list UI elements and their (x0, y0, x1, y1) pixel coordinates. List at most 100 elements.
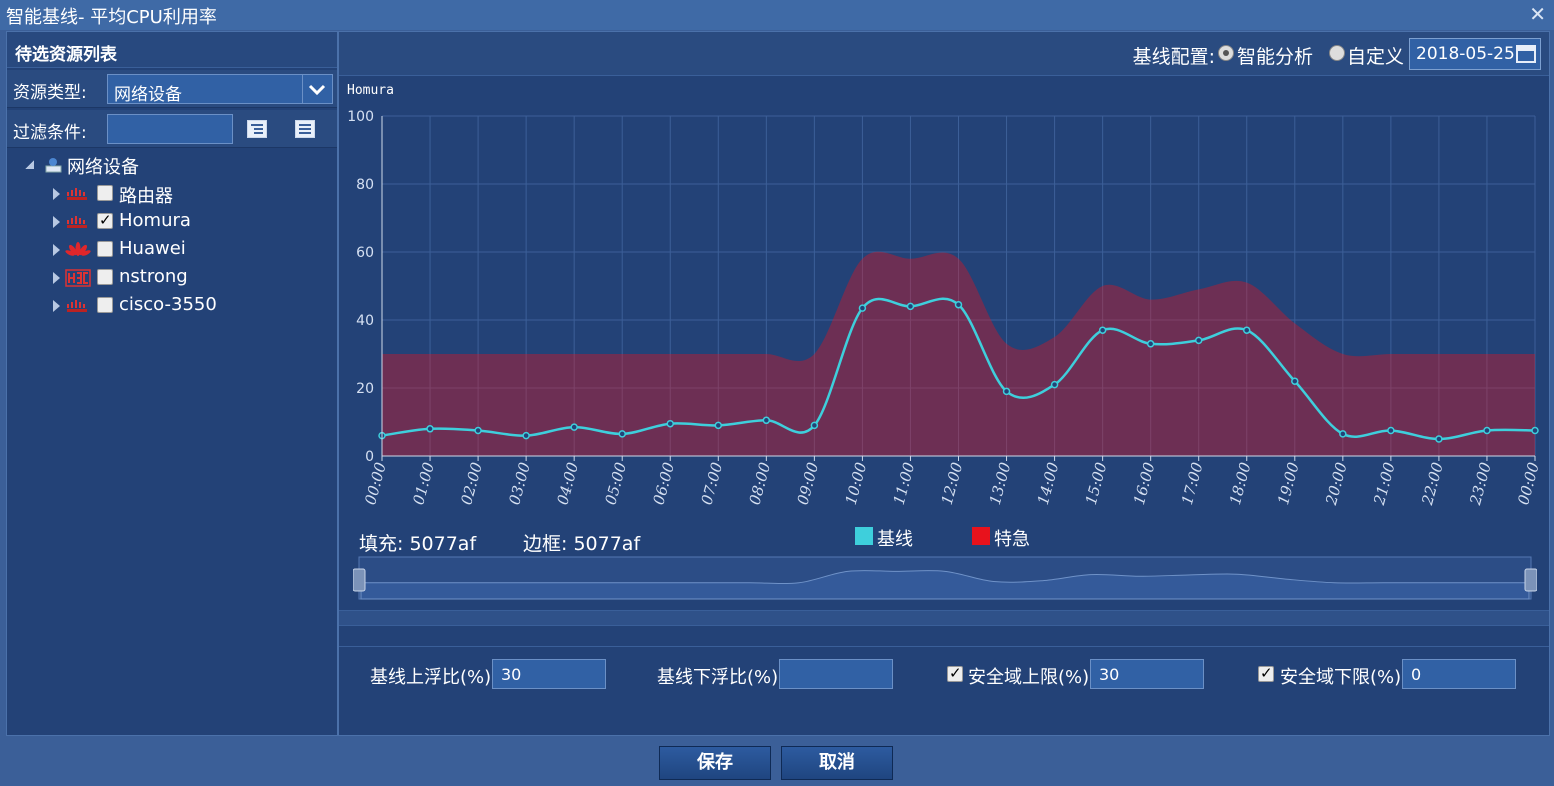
baseline-point (474, 426, 482, 435)
baseline-point (810, 421, 819, 430)
close-icon[interactable]: ✕ (1529, 2, 1546, 26)
h3c-icon (65, 269, 91, 287)
resource-panel-header: 待选资源列表 (7, 32, 337, 68)
smart-analysis-label[interactable]: 智能分析 (1237, 46, 1314, 68)
x-tick-label: 17:00 (1178, 460, 1207, 507)
baseline-point (954, 300, 963, 309)
custom-radio[interactable] (1329, 45, 1345, 61)
window-title: 智能基线- 平均CPU利用率 (6, 7, 217, 28)
chart-navigator[interactable] (353, 555, 1537, 603)
baseline-point (1194, 336, 1203, 345)
safe-lower-checkbox[interactable] (1258, 664, 1274, 682)
baseline-point (1146, 340, 1155, 348)
safe-lower-label: 安全域下限(%) (1280, 667, 1402, 688)
baseline-point (1339, 430, 1347, 438)
collapse-icon[interactable] (25, 160, 34, 169)
tree-view-icon[interactable] (247, 120, 267, 138)
homura-checkbox[interactable] (97, 211, 113, 229)
y-tick-label: 80 (356, 177, 374, 193)
cisco-3550-checkbox[interactable] (97, 297, 113, 313)
tree-node-router[interactable]: 路由器 (51, 181, 331, 207)
tree-node-root[interactable]: 网络设备 (25, 152, 325, 178)
x-tick-label: 22:00 (1418, 460, 1447, 508)
x-tick-label: 00:00 (1514, 460, 1543, 507)
expand-icon[interactable] (53, 300, 60, 312)
expand-icon[interactable] (53, 272, 60, 284)
nstrong-checkbox[interactable] (97, 269, 113, 285)
expand-icon[interactable] (53, 188, 60, 200)
filter-row: 过滤条件: (7, 110, 337, 148)
tree-node-huawei[interactable]: Huawei (51, 237, 331, 263)
resource-panel-title: 待选资源列表 (15, 45, 117, 65)
tree-node-cisco-3550[interactable]: cisco-3550 (51, 293, 331, 319)
x-tick-label: 19:00 (1274, 460, 1303, 507)
baseline-point (1002, 387, 1011, 396)
navigator-series (360, 569, 1530, 600)
cancel-button[interactable]: 取消 (781, 746, 893, 780)
baseline-point (1291, 377, 1299, 385)
baseline-point (1531, 426, 1539, 435)
x-tick-label: 20:00 (1322, 460, 1351, 508)
filter-label: 过滤条件: (13, 123, 87, 143)
x-tick-label: 10:00 (842, 460, 871, 507)
window-titlebar: 智能基线- 平均CPU利用率 ✕ (0, 0, 1554, 30)
huawei-checkbox[interactable] (97, 241, 113, 257)
safe-upper-checkbox[interactable] (947, 664, 963, 682)
tree-node-label: cisco-3550 (119, 294, 217, 315)
chevron-down-icon[interactable] (302, 75, 332, 103)
filter-input[interactable] (107, 114, 233, 144)
baseline-point (1098, 326, 1107, 334)
tree-node-label: 网络设备 (67, 157, 139, 178)
legend-label: 特急 (994, 529, 1030, 550)
navigator-handle[interactable] (1524, 568, 1537, 592)
safe-upper-value: 30 (1099, 665, 1120, 684)
baseline-point (1387, 426, 1395, 435)
legend-swatch (972, 527, 990, 545)
tree-node-homura[interactable]: Homura (51, 209, 331, 235)
x-tick-label: 15:00 (1082, 460, 1111, 507)
lower-float-input[interactable] (779, 659, 893, 689)
expand-icon[interactable] (53, 216, 60, 228)
cisco-icon (67, 300, 87, 312)
safe-upper-input[interactable]: 30 (1090, 659, 1204, 689)
baseline-point (714, 421, 723, 430)
x-tick-label: 09:00 (794, 460, 823, 507)
x-tick-label: 14:00 (1034, 460, 1063, 507)
list-view-icon[interactable] (295, 120, 315, 138)
x-tick-label: 12:00 (938, 460, 967, 507)
resource-type-select[interactable]: 网络设备 (107, 74, 333, 105)
x-tick-label: 06:00 (650, 460, 679, 507)
upper-float-label: 基线上浮比(%) (370, 667, 492, 688)
safe-lower-input[interactable]: 0 (1402, 659, 1516, 689)
upper-float-input[interactable]: 30 (492, 659, 606, 689)
baseline-config-label: 基线配置: (1132, 46, 1215, 68)
lower-float-label: 基线下浮比(%) (657, 667, 779, 688)
safe-upper-label: 安全域上限(%) (968, 667, 1090, 688)
x-tick-label: 01:00 (409, 460, 438, 507)
baseline-panel: 基线配置: 智能分析 自定义 2018-05-25 Homura 0 20 40 60… (338, 31, 1550, 736)
baseline-point (426, 425, 434, 433)
tree-node-nstrong[interactable]: nstrong (51, 265, 331, 291)
router-checkbox[interactable] (97, 185, 113, 201)
tree-node-label: Homura (119, 210, 191, 231)
smart-analysis-radio[interactable] (1218, 45, 1234, 61)
x-tick-label: 18:00 (1226, 460, 1255, 507)
legend-label: 基线 (877, 529, 913, 550)
baseline-point (906, 302, 915, 311)
cpu-chart[interactable]: 0 20 40 60 80 100 00:00 01:00 02:00 03:00 04:00 05:… (339, 77, 1549, 527)
y-tick-label: 20 (356, 381, 374, 397)
custom-label[interactable]: 自定义 (1347, 46, 1405, 68)
date-picker[interactable]: 2018-05-25 (1409, 38, 1541, 70)
chart-title: Homura (347, 83, 394, 98)
chart-container: Homura 0 20 40 60 80 100 00:00 01:00 02:00 03:00 0… (339, 77, 1549, 607)
save-button[interactable]: 保存 (659, 746, 771, 780)
x-tick-label: 04:00 (553, 460, 582, 507)
tree-node-label: 路由器 (119, 186, 173, 207)
legend-swatch (855, 527, 873, 545)
calendar-icon[interactable] (1516, 45, 1536, 63)
x-tick-label: 03:00 (505, 460, 534, 507)
network-device-icon (45, 158, 62, 173)
x-tick-label: 23:00 (1466, 460, 1495, 508)
expand-icon[interactable] (53, 244, 60, 256)
navigator-handle[interactable] (353, 568, 366, 592)
